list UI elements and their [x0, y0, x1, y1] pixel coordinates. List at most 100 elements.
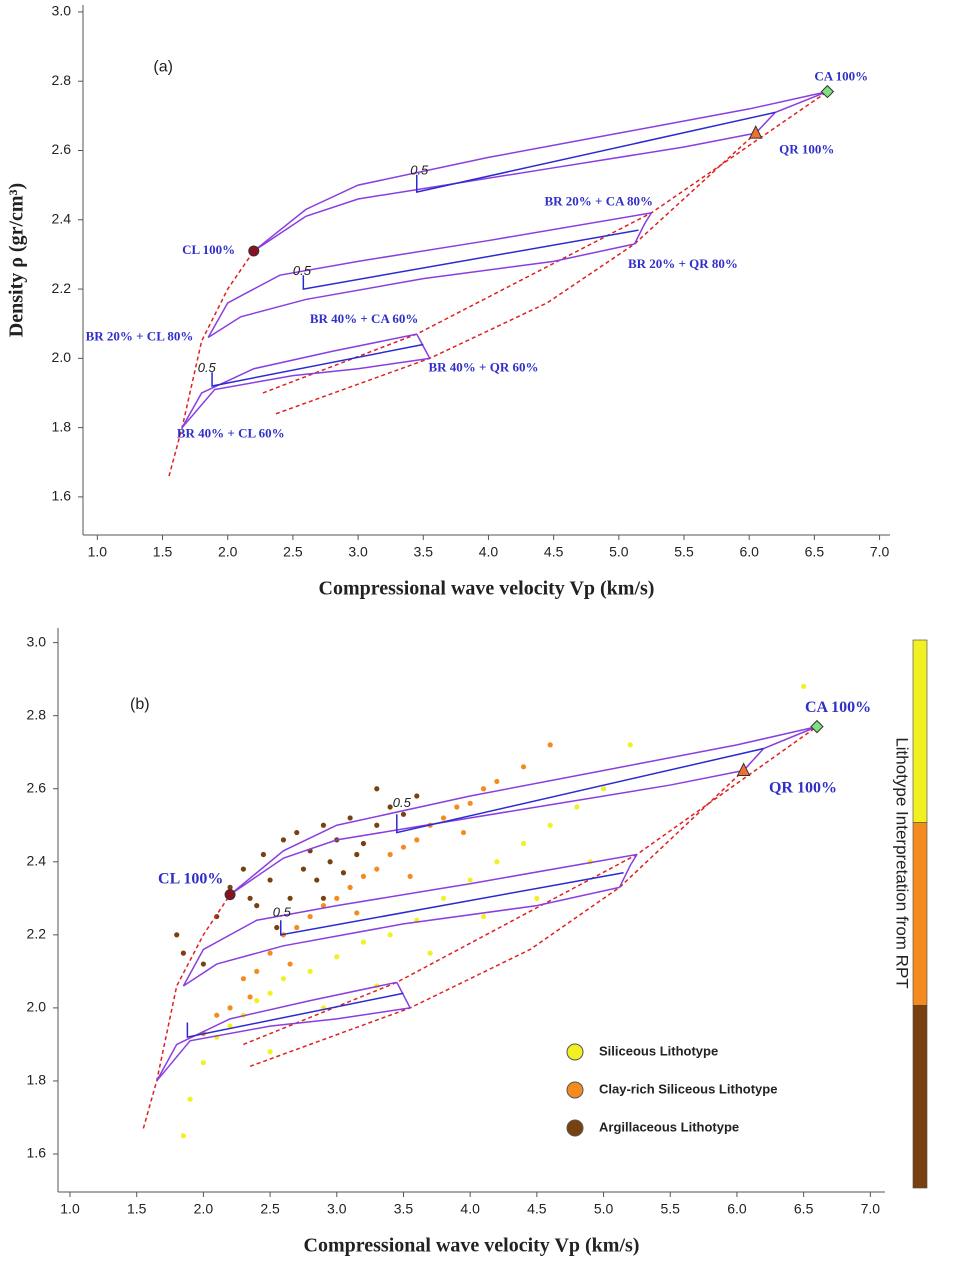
- template-curve: [181, 333, 417, 428]
- scatter-point: [187, 1096, 193, 1102]
- x-tick-label: 4.0: [460, 1201, 480, 1217]
- y-tick-label: 3.0: [27, 633, 47, 649]
- y-tick-label: 1.6: [27, 1145, 47, 1161]
- y-tick-label: 1.8: [52, 418, 72, 434]
- end-member: [736, 762, 751, 776]
- chart-panel: 1.0 1.5 2.0 2.5 3.0 3.5 4.0 4.5 5.0 5.5 6.0 6.5 7.0 1…: [6, 3, 890, 600]
- scatter-point: [267, 990, 273, 996]
- annotation: CA 100%: [814, 69, 868, 84]
- annotation: QR 100%: [769, 779, 837, 796]
- x-tick-label: 2.5: [283, 544, 303, 560]
- x-tick-label: 2.0: [218, 544, 238, 560]
- scatter-point: [267, 877, 273, 883]
- x-tick-label: 5.0: [609, 544, 629, 560]
- annotation: 0.5: [198, 360, 217, 375]
- legend-label: Argillaceous Lithotype: [599, 1119, 739, 1134]
- annotation: CL 100%: [158, 871, 223, 888]
- x-tick-label: 6.5: [794, 1201, 814, 1217]
- template-curve: [755, 90, 828, 134]
- x-tick-label: 4.0: [479, 544, 499, 560]
- scatter-point: [294, 924, 300, 931]
- scatter-point: [427, 950, 433, 956]
- template-curve: [142, 894, 231, 1129]
- legend-marker: [566, 1081, 584, 1099]
- x-tick-label: 3.5: [394, 1201, 414, 1217]
- y-tick-label: 2.2: [27, 926, 47, 942]
- annotation: 0.5: [393, 795, 412, 810]
- y-tick-label: 2.6: [27, 779, 47, 795]
- template-curve: [253, 132, 756, 252]
- scatter-point: [260, 851, 267, 858]
- x-tick-label: 7.0: [861, 1201, 881, 1217]
- end-member: [810, 719, 824, 734]
- scatter-point: [547, 742, 553, 748]
- template-curve: [416, 333, 431, 359]
- scatter-point: [314, 877, 320, 883]
- x-tick-label: 7.0: [870, 544, 890, 560]
- x-tick-label: 1.5: [153, 544, 173, 560]
- scatter-point: [200, 961, 206, 967]
- scatter-point: [801, 683, 807, 690]
- template-curve: [207, 243, 635, 339]
- x-tick-label: 2.0: [194, 1201, 214, 1217]
- scatter-point: [547, 822, 553, 828]
- scatter-point: [400, 844, 407, 850]
- y-tick-label: 2.0: [52, 349, 72, 365]
- template-curve: [262, 90, 828, 394]
- colorbar-segment: [912, 639, 928, 823]
- y-tick-label: 3.0: [52, 3, 72, 19]
- end-member: [748, 125, 763, 139]
- scatter-point: [407, 873, 413, 879]
- scatter-point: [320, 895, 327, 901]
- annotation: 0.5: [293, 263, 312, 278]
- template-curve: [229, 725, 818, 896]
- scatter-point: [254, 997, 260, 1004]
- x-tick-label: 5.5: [661, 1201, 681, 1217]
- y-tick-label: 2.4: [52, 210, 72, 226]
- template-curve: [743, 725, 818, 771]
- legend-label: Clay-rich Siliceous Lithotype: [599, 1081, 777, 1096]
- scatter-point: [480, 786, 487, 792]
- scatter-point: [247, 994, 253, 1000]
- x-axis-title: Compressional wave velocity Vp (km/s): [319, 578, 655, 600]
- scatter-point: [240, 976, 247, 982]
- template-curve: [182, 853, 638, 987]
- scatter-point: [354, 910, 360, 916]
- scatter-point: [467, 877, 473, 883]
- scatter-point: [280, 837, 287, 843]
- scatter-point: [574, 804, 580, 810]
- legend-marker: [566, 1043, 584, 1061]
- end-member: [820, 84, 835, 99]
- template-curve: [396, 747, 764, 834]
- y-tick-label: 2.8: [27, 706, 47, 722]
- y-tick-label: 2.6: [52, 141, 72, 157]
- scatter-point: [347, 815, 353, 821]
- template-curve: [229, 769, 744, 896]
- annotation: BR 20% + QR 80%: [628, 256, 738, 271]
- scatter-point: [454, 804, 460, 810]
- colorbar-segment: [912, 822, 928, 1006]
- x-tick-label: 1.0: [60, 1201, 80, 1217]
- scatter-point: [340, 870, 347, 876]
- chart-panel: 1.0 1.5 2.0 2.5 3.0 3.5 4.0 4.5 5.0 5.5 6.0 6.5 7.0 1…: [27, 628, 928, 1257]
- scatter-point: [494, 859, 500, 865]
- scatter-point: [300, 866, 307, 872]
- y-tick-label: 2.8: [52, 72, 72, 88]
- template-curve: [156, 1007, 411, 1082]
- scatter-point: [287, 895, 293, 901]
- scatter-point: [280, 976, 287, 982]
- x-tick-label: 2.5: [260, 1201, 280, 1217]
- x-tick-label: 4.5: [544, 544, 564, 560]
- template-curve: [211, 343, 424, 387]
- scatter-point: [414, 793, 420, 799]
- x-tick-label: 3.0: [348, 544, 368, 560]
- annotation: 0.5: [410, 163, 429, 178]
- legend-label: Siliceous Lithotype: [599, 1043, 718, 1058]
- template-curve: [416, 111, 776, 193]
- scatter-point: [400, 811, 407, 817]
- x-tick-label: 6.0: [727, 1201, 747, 1217]
- x-tick-label: 3.0: [327, 1201, 347, 1217]
- scatter-point: [320, 903, 327, 909]
- scatter-point: [360, 840, 367, 847]
- template-curve: [249, 769, 745, 1068]
